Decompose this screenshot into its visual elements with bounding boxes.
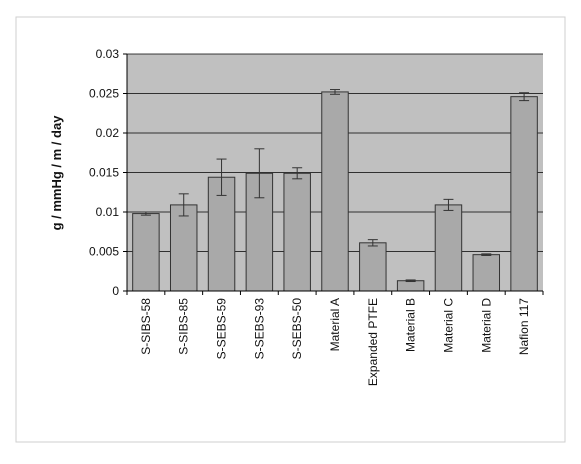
y-tick-label: 0.01	[96, 205, 120, 219]
y-axis-label: g / mmHg / m / day	[49, 115, 64, 231]
y-axis: 0 0.005 0.01 0.015 0.02 0.025 0.03	[89, 47, 128, 298]
x-tick-label: S-SEBS-50	[290, 298, 304, 360]
x-tick-label: S-SIBS-85	[177, 298, 191, 355]
x-tick-label: Material A	[328, 298, 342, 351]
bar	[169, 204, 198, 292]
x-tick-label: Material D	[479, 298, 493, 353]
bar	[510, 96, 538, 292]
y-tick-label: 0.015	[89, 166, 119, 180]
bar	[283, 172, 311, 292]
y-tick-label: 0	[112, 284, 119, 298]
x-axis: S-SIBS-58 S-SIBS-85 S-SEBS-59 S-SEBS-93 S-SE…	[126, 290, 544, 386]
x-tick-label: Material C	[441, 298, 455, 353]
bar	[472, 254, 501, 292]
x-tick-label: Material B	[404, 298, 418, 352]
x-tick-label: S-SEBS-59	[215, 298, 229, 360]
y-tick-label: 0.03	[96, 47, 120, 61]
y-tick-label: 0.025	[89, 87, 119, 101]
x-tick-label: S-SEBS-93	[252, 298, 266, 360]
x-tick-label: S-SIBS-58	[139, 298, 153, 355]
y-tick-label: 0.005	[89, 245, 119, 259]
bar	[132, 213, 160, 292]
x-tick-label: Nafion 117	[517, 298, 531, 355]
bar	[321, 91, 349, 292]
x-tick-label: Expanded PTFE	[366, 298, 380, 386]
bar	[396, 280, 425, 292]
error-bars	[140, 89, 530, 283]
bar	[434, 204, 463, 292]
bar	[359, 242, 387, 292]
y-tick-label: 0.02	[96, 126, 120, 140]
